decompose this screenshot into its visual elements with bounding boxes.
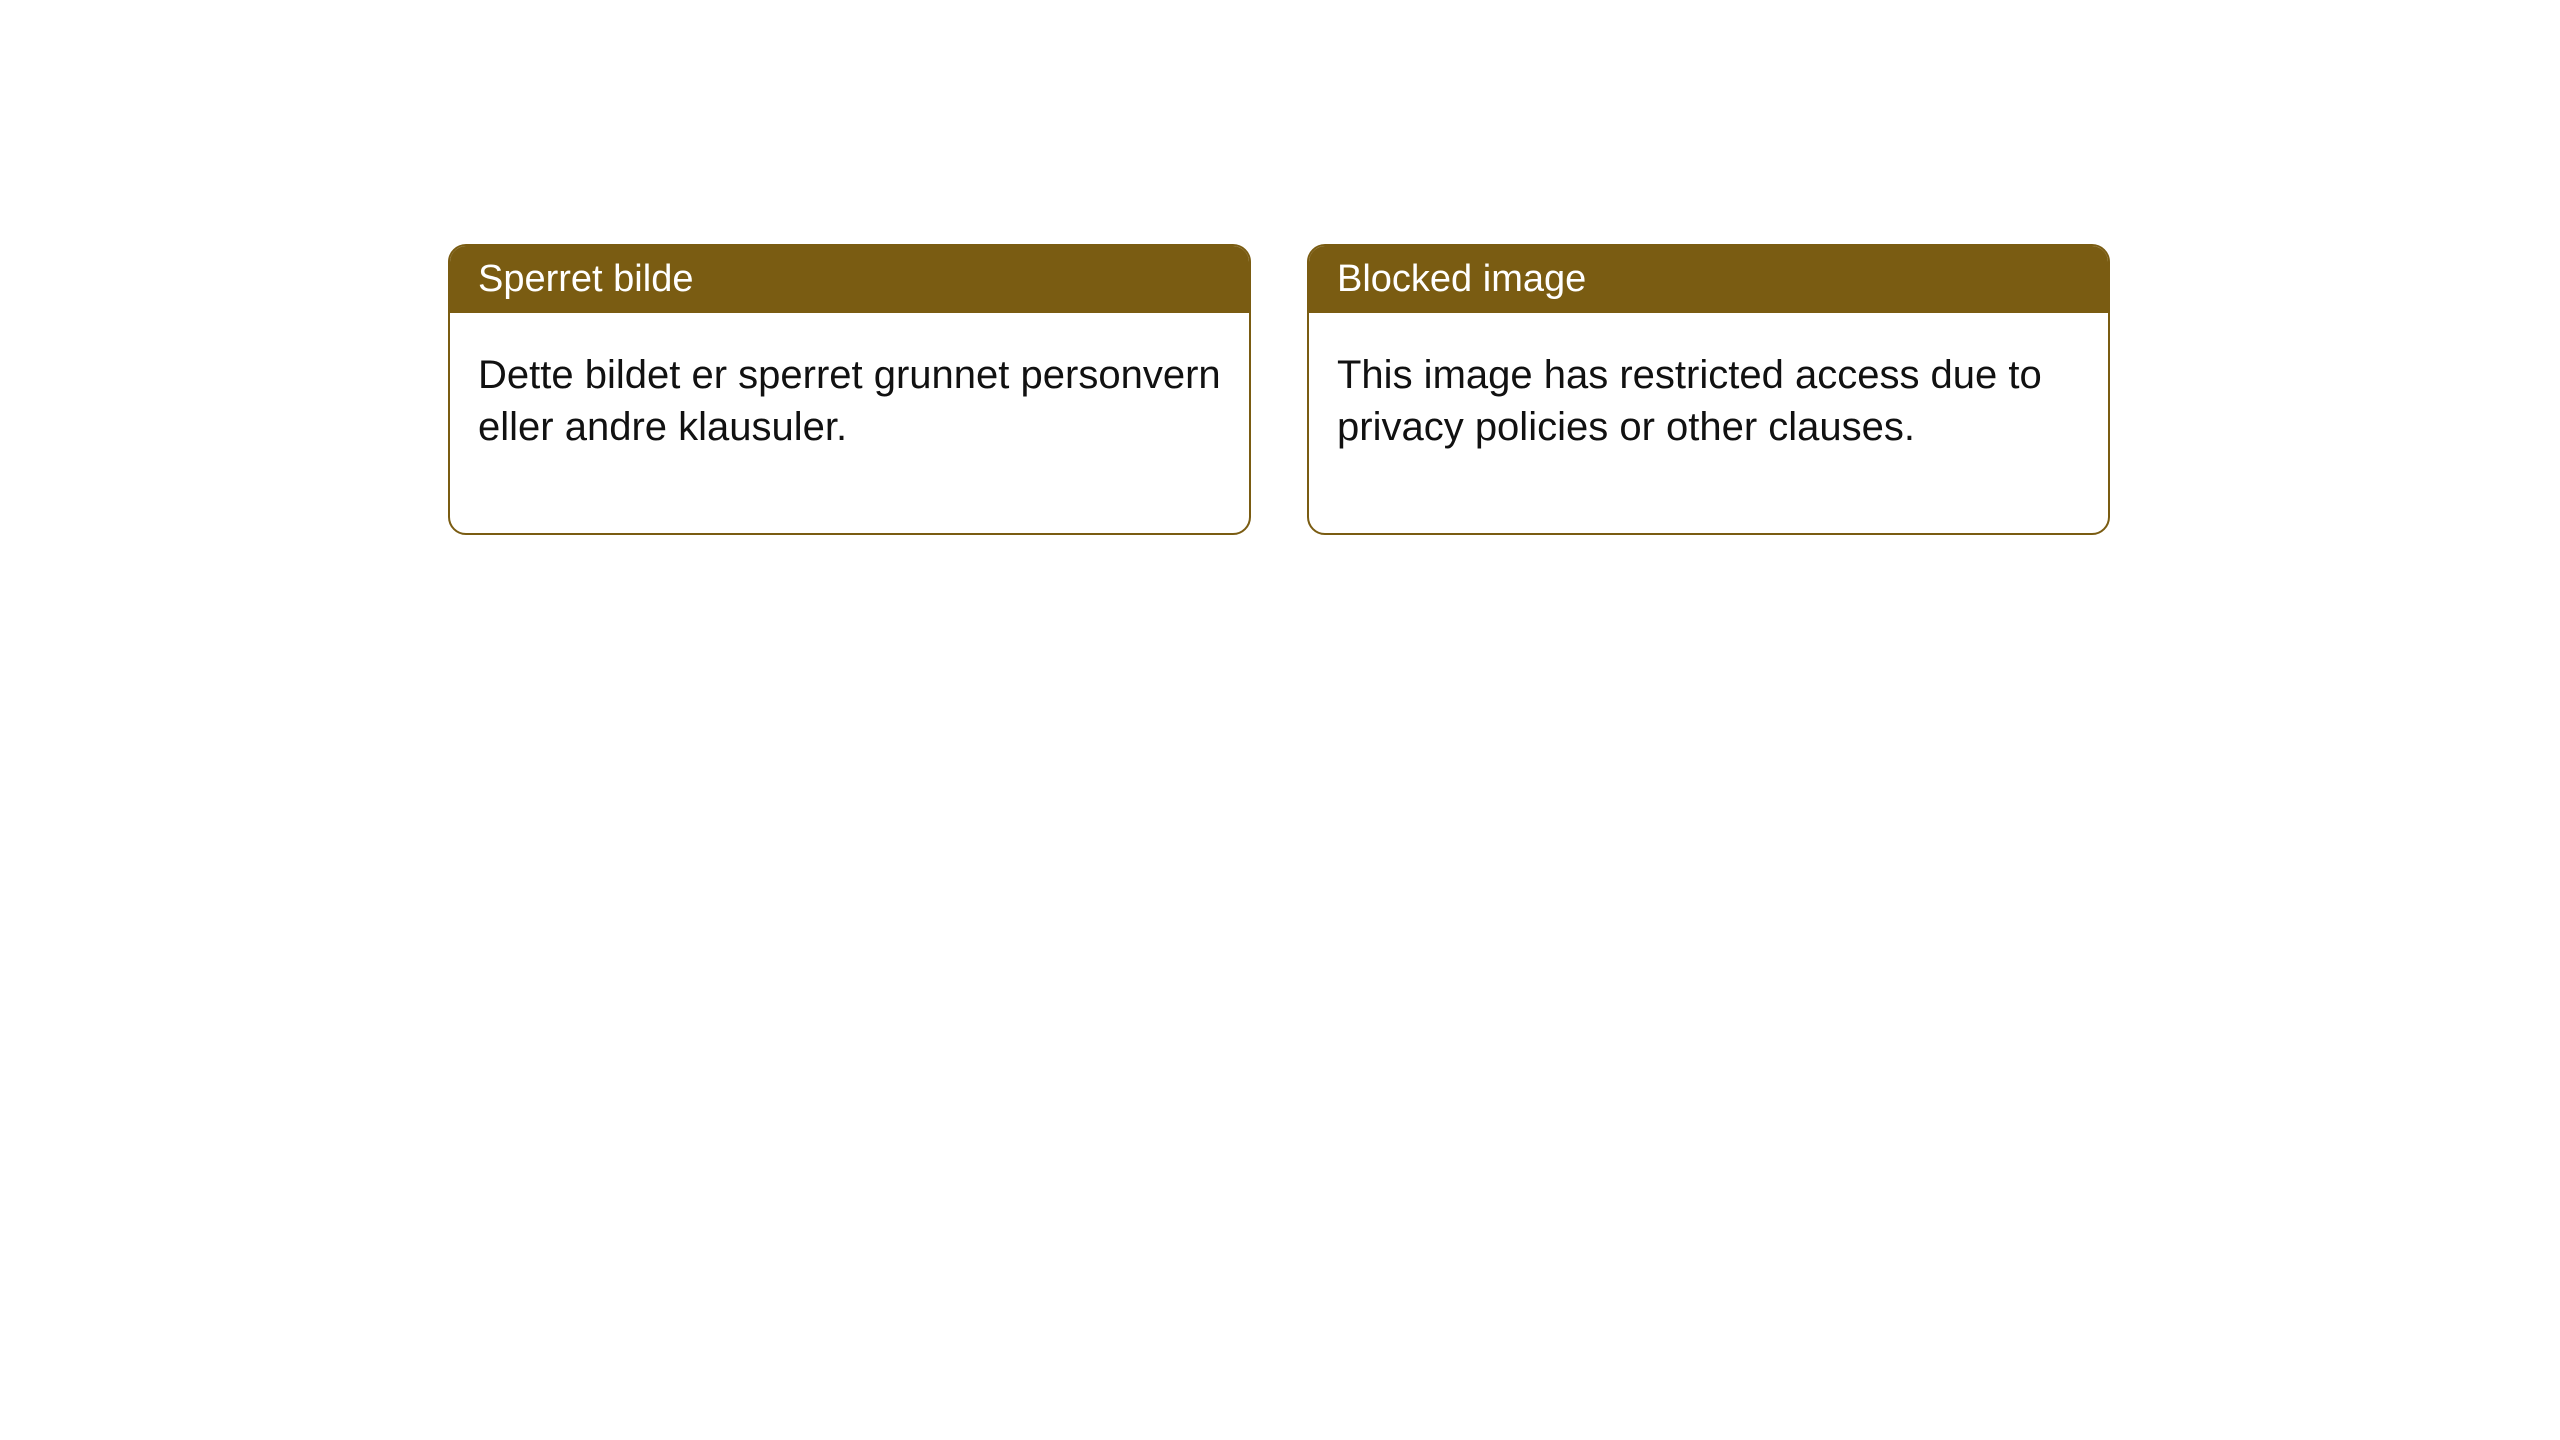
card-message-no: Dette bildet er sperret grunnet personve… xyxy=(478,353,1221,449)
blocked-image-card-en: Blocked image This image has restricted … xyxy=(1307,244,2110,535)
card-title-en: Blocked image xyxy=(1337,258,1586,300)
card-message-en: This image has restricted access due to … xyxy=(1337,353,2042,449)
card-title-no: Sperret bilde xyxy=(478,258,693,300)
card-header-en: Blocked image xyxy=(1309,246,2108,313)
card-body-no: Dette bildet er sperret grunnet personve… xyxy=(450,313,1249,533)
blocked-image-card-no: Sperret bilde Dette bildet er sperret gr… xyxy=(448,244,1251,535)
notice-cards-container: Sperret bilde Dette bildet er sperret gr… xyxy=(0,0,2560,535)
card-header-no: Sperret bilde xyxy=(450,246,1249,313)
card-body-en: This image has restricted access due to … xyxy=(1309,313,2108,533)
